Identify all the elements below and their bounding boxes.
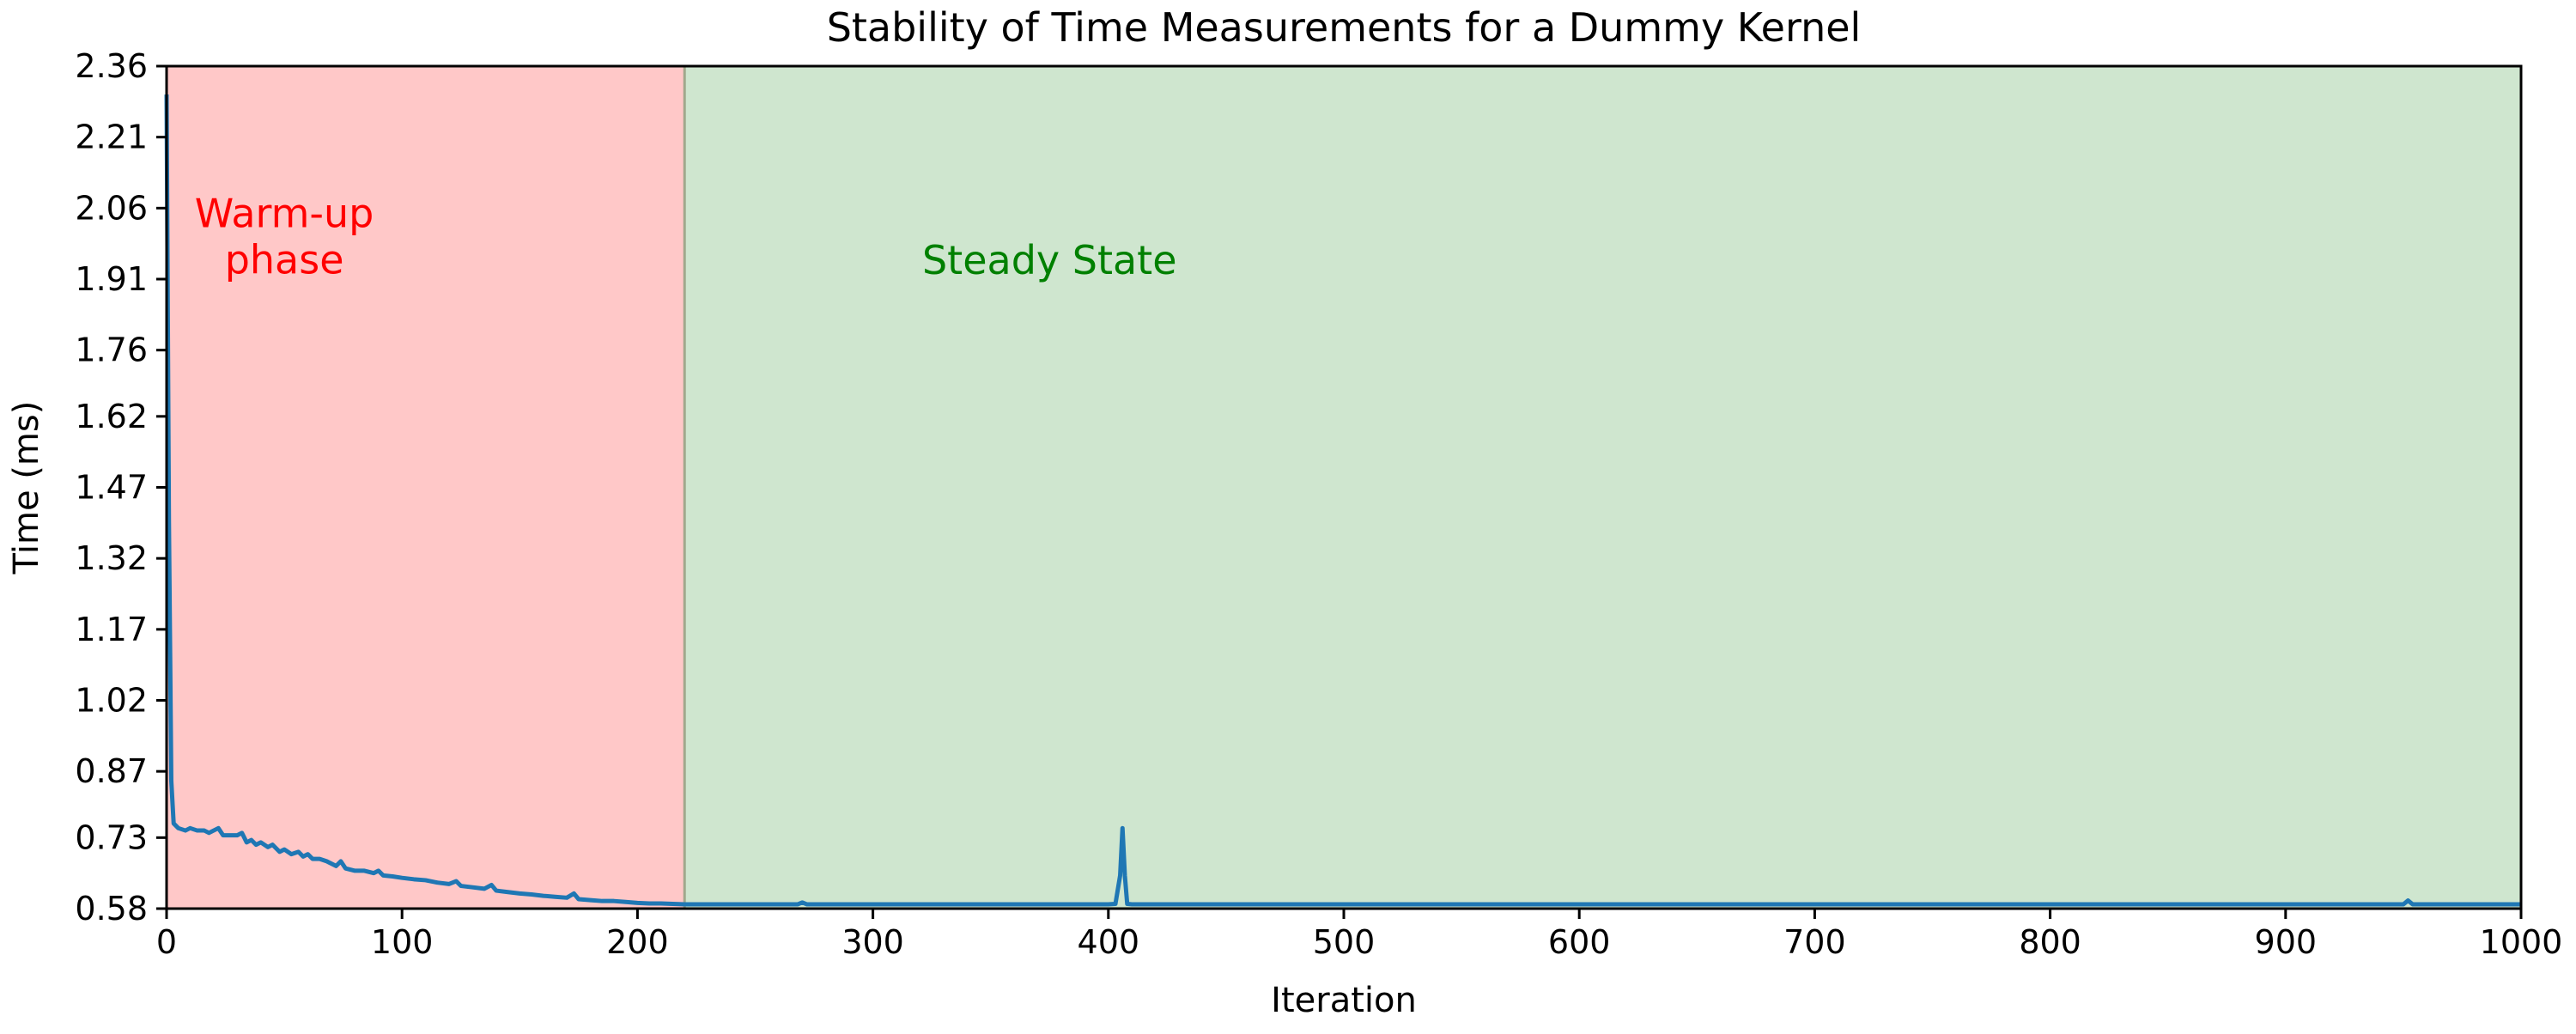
y-tick-label: 1.47: [75, 469, 148, 507]
y-tick-label: 2.36: [75, 47, 148, 85]
chart-title: Stability of Time Measurements for a Dum…: [827, 4, 1862, 51]
y-tick-label: 1.76: [75, 331, 148, 369]
y-axis-label: Time (ms): [7, 401, 46, 575]
y-tick-label: 0.58: [75, 890, 148, 928]
y-tick-label: 1.91: [75, 260, 148, 298]
region-band-1: [684, 66, 2521, 909]
x-tick-label: 400: [1078, 923, 1140, 961]
x-tick-label: 200: [606, 923, 669, 961]
y-tick-label: 0.73: [75, 818, 148, 856]
x-tick-label: 100: [371, 923, 434, 961]
x-tick-label: 0: [156, 923, 177, 961]
y-tick-label: 2.21: [75, 119, 148, 156]
region-label-1: Steady State: [922, 237, 1177, 283]
y-tick-label: 1.17: [75, 611, 148, 648]
y-tick-label: 1.62: [75, 398, 148, 435]
x-tick-label: 900: [2255, 923, 2318, 961]
x-tick-label: 500: [1313, 923, 1376, 961]
x-tick-label: 300: [841, 923, 904, 961]
series-line-0: [164, 94, 2521, 907]
y-tick-label: 0.87: [75, 752, 148, 790]
y-tick-label: 2.06: [75, 189, 148, 227]
x-tick-label: 800: [2019, 923, 2081, 961]
region-label-0: Warm-up phase: [195, 190, 374, 283]
x-tick-label: 1000: [2480, 923, 2563, 961]
region-band-0: [167, 66, 685, 909]
y-tick-label: 1.32: [75, 539, 148, 577]
x-tick-label: 700: [1783, 923, 1846, 961]
x-axis-label: Iteration: [1271, 981, 1417, 1020]
x-tick-label: 600: [1548, 923, 1611, 961]
y-tick-label: 1.02: [75, 682, 148, 720]
